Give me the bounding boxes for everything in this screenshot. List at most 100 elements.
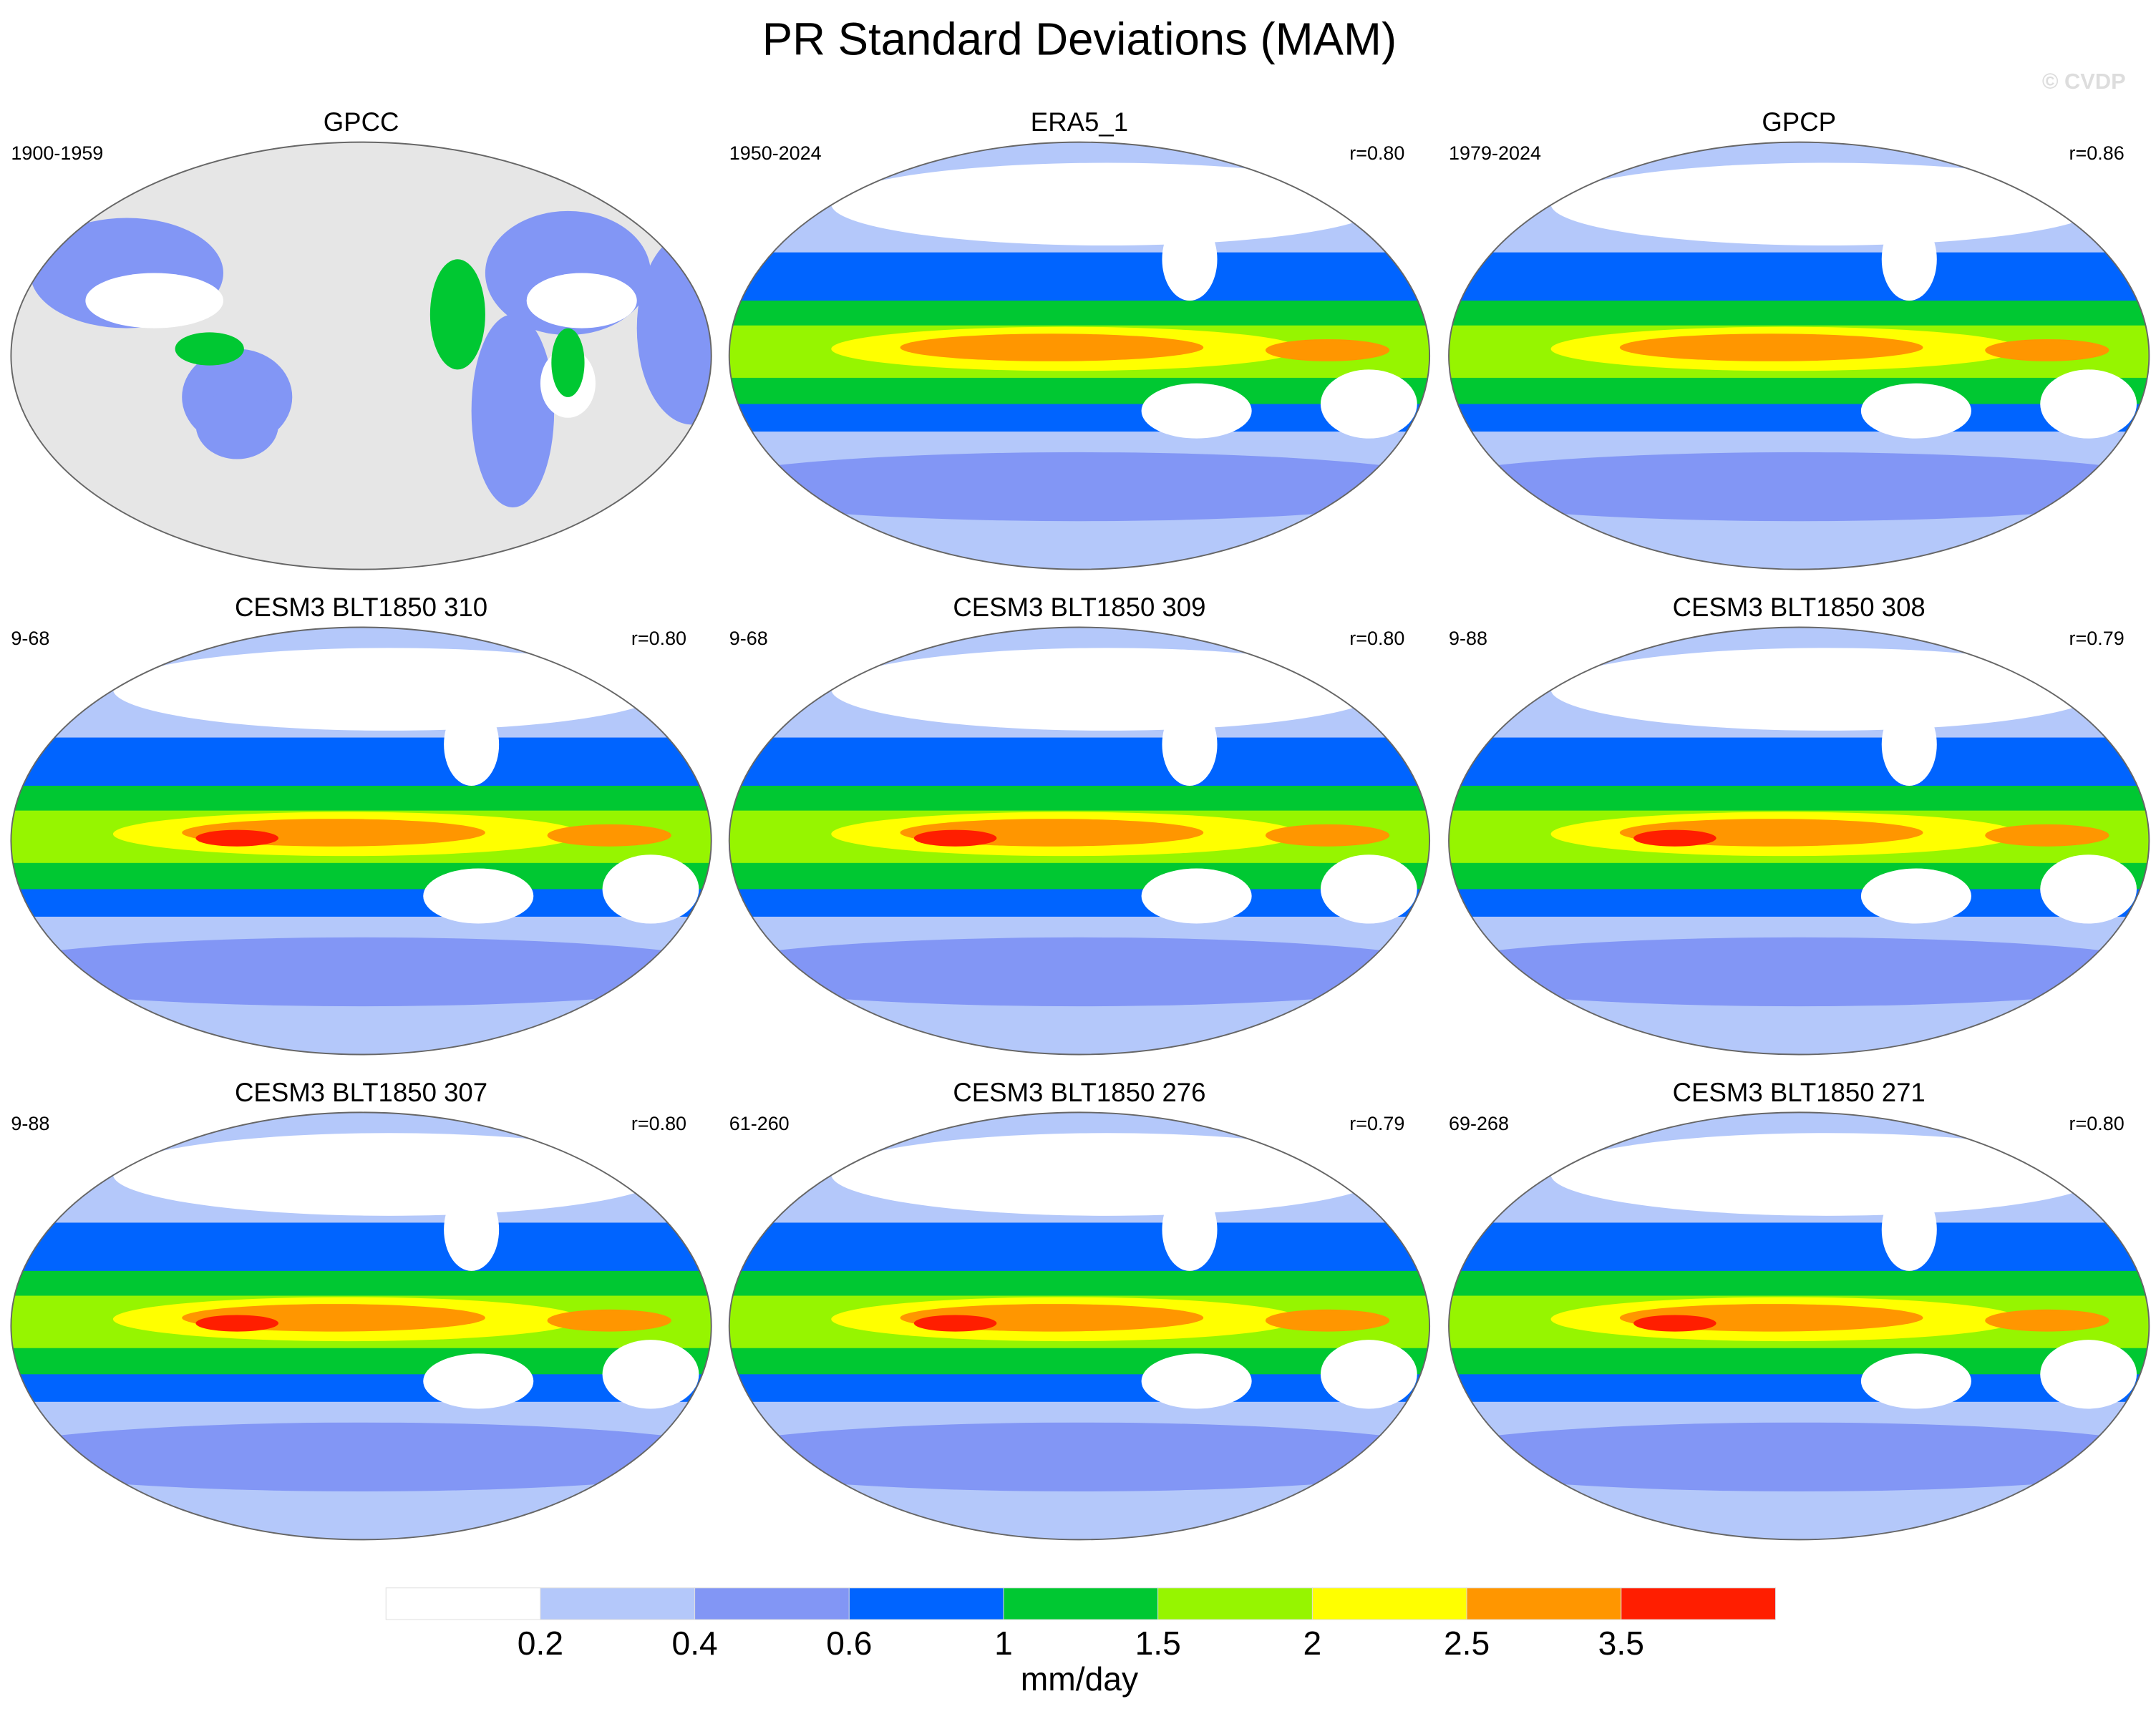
field-band xyxy=(547,824,671,847)
colorbar-tick-label: 0.6 xyxy=(826,1625,872,1662)
map xyxy=(1449,1112,2150,1540)
map-missing xyxy=(11,142,712,570)
dry-zone xyxy=(1162,1188,1218,1271)
panel-period: 9-88 xyxy=(1449,628,1487,649)
dry-zone xyxy=(2040,369,2137,439)
panel-period: 9-88 xyxy=(11,1113,49,1134)
panel-correlation: r=0.86 xyxy=(2069,142,2125,164)
dry-zone xyxy=(444,703,500,786)
field-band xyxy=(1449,1422,2150,1491)
panel-title: CESM3 BLT1850 276 xyxy=(953,1078,1205,1107)
map-outline xyxy=(1448,141,2150,570)
land-field xyxy=(526,273,637,328)
map xyxy=(729,142,1430,570)
field-band xyxy=(112,648,665,731)
map xyxy=(729,1112,1430,1540)
field-band xyxy=(729,1422,1430,1491)
field-band xyxy=(1619,333,1923,361)
map-outline xyxy=(1448,1111,2150,1541)
dry-zone xyxy=(1320,1340,1417,1409)
map xyxy=(729,627,1430,1055)
panel-title: CESM3 BLT1850 308 xyxy=(1673,593,1926,622)
dry-zone xyxy=(1162,218,1218,301)
colorbar-tick-label: 1.5 xyxy=(1135,1625,1181,1662)
field-band xyxy=(831,162,1383,246)
land-field xyxy=(85,273,223,328)
panel-correlation: r=0.80 xyxy=(1349,142,1404,164)
colorbar-box xyxy=(848,1587,1004,1620)
colorbar-box xyxy=(1311,1587,1467,1620)
dry-zone xyxy=(1141,383,1252,439)
colorbar-tick-label: 2.5 xyxy=(1444,1625,1490,1662)
field-band xyxy=(547,1309,671,1332)
dry-zone xyxy=(1141,868,1252,924)
panel-title: GPCP xyxy=(1762,107,1836,137)
panel-title: GPCC xyxy=(324,107,399,137)
panel-period: 9-68 xyxy=(729,628,768,649)
map-outline xyxy=(728,1111,1431,1541)
field-band xyxy=(1265,1309,1390,1332)
dry-zone xyxy=(1860,383,1971,439)
map-outline xyxy=(10,1111,712,1541)
dry-zone xyxy=(1320,369,1417,439)
dry-zone xyxy=(1162,703,1218,786)
panel-title: ERA5_1 xyxy=(1031,107,1128,137)
colorbar-box xyxy=(694,1587,850,1620)
map-outline xyxy=(1448,626,2150,1056)
panel-period: 1950-2024 xyxy=(729,142,822,164)
field-band xyxy=(1985,1309,2109,1332)
dry-zone xyxy=(1881,1188,1937,1271)
dry-zone xyxy=(2040,1340,2137,1409)
panel-period: 1900-1959 xyxy=(11,142,103,164)
colorbar-label: mm/day xyxy=(1021,1660,1139,1698)
panel-correlation: r=0.79 xyxy=(1349,1113,1404,1134)
land-field xyxy=(636,231,712,425)
map xyxy=(11,1112,712,1540)
panel-title: CESM3 BLT1850 309 xyxy=(953,593,1205,622)
field-band xyxy=(195,829,279,847)
field-band xyxy=(1449,452,2150,522)
panel-period: 9-68 xyxy=(11,628,49,649)
map-outline xyxy=(10,141,712,570)
colorbar-tick-label: 0.2 xyxy=(518,1625,563,1662)
field-band xyxy=(11,937,712,1007)
field-band xyxy=(11,1422,712,1491)
colorbar-tick-label: 3.5 xyxy=(1598,1625,1644,1662)
panel-period: 1979-2024 xyxy=(1449,142,1541,164)
field-band xyxy=(1449,937,2150,1007)
dry-zone xyxy=(1881,703,1937,786)
dry-zone xyxy=(444,1188,500,1271)
colorbar-tick-label: 1 xyxy=(994,1625,1013,1662)
panel-title: CESM3 BLT1850 310 xyxy=(235,593,487,622)
panel-correlation: r=0.80 xyxy=(631,1113,686,1134)
field-band xyxy=(1985,824,2109,847)
panel-title: CESM3 BLT1850 307 xyxy=(235,1078,487,1107)
map xyxy=(11,627,712,1055)
field-band xyxy=(1550,648,2102,731)
watermark: © CVDP xyxy=(2042,69,2126,94)
colorbar-box xyxy=(1621,1587,1776,1620)
panel-period: 69-268 xyxy=(1449,1113,1509,1134)
field-band xyxy=(831,1133,1383,1216)
dry-zone xyxy=(423,1353,534,1409)
field-band xyxy=(913,829,997,847)
colorbar-box xyxy=(540,1587,696,1620)
map xyxy=(1449,142,2150,570)
field-band xyxy=(195,1315,279,1332)
map-outline xyxy=(10,626,712,1056)
field-band xyxy=(900,333,1204,361)
map xyxy=(1449,627,2150,1055)
field-band xyxy=(729,937,1430,1007)
field-band xyxy=(729,452,1430,522)
land-field xyxy=(175,332,244,366)
field-band xyxy=(913,1315,997,1332)
map xyxy=(11,142,712,570)
map-outline xyxy=(728,141,1431,570)
field-band xyxy=(1550,162,2102,246)
dry-zone xyxy=(2040,854,2137,924)
field-band xyxy=(1550,1133,2102,1216)
land-field xyxy=(551,328,585,397)
dry-zone xyxy=(1860,1353,1971,1409)
